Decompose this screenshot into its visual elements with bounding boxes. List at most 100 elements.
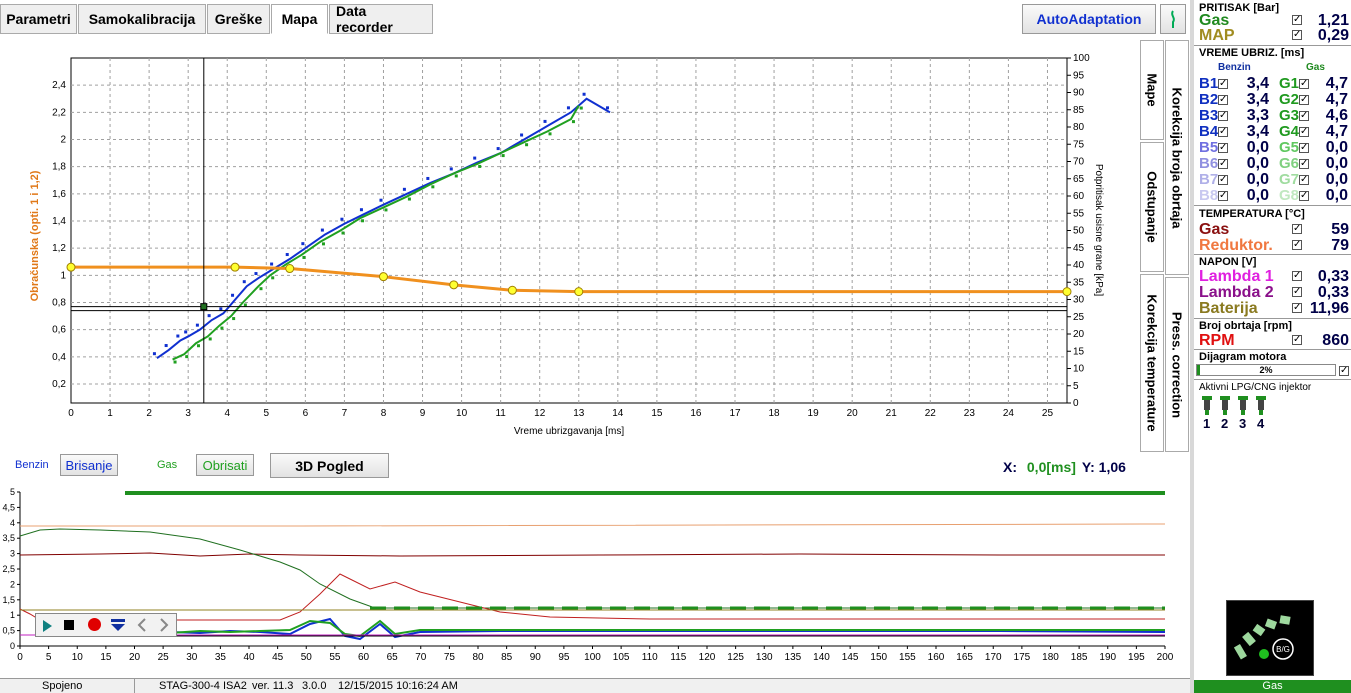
pressure-title: PRITISAK [Bar] <box>1199 2 1280 14</box>
obracunska-point <box>230 262 240 272</box>
temp-gas-checkbox[interactable]: ✓ <box>1292 223 1302 234</box>
series-point-gas <box>407 197 411 201</box>
tab-odstupanje[interactable]: Odstupanje <box>1140 142 1164 272</box>
rec-x-tick-label: 85 <box>501 652 513 663</box>
map-xlabel: Vreme ubrizgavanja [ms] <box>514 426 624 437</box>
rpm-checkbox[interactable]: ✓ <box>1292 334 1302 345</box>
benzin-injector-checkbox[interactable]: ✓ <box>1218 158 1228 169</box>
y-right-tick-label: 100 <box>1073 53 1090 64</box>
benzin-injector-checkbox[interactable]: ✓ <box>1218 110 1228 121</box>
series-point-benzin <box>359 208 363 212</box>
map-ylabel-left: Obračunska (opti. 1 i 1,2) <box>29 170 41 301</box>
tab-samokalibracija[interactable]: Samokalibracija <box>78 4 206 34</box>
rec-x-tick-label: 140 <box>813 652 830 663</box>
y-right-tick-label: 90 <box>1073 88 1085 99</box>
tab-greske[interactable]: Greške <box>207 4 270 34</box>
lambda1-checkbox[interactable]: ✓ <box>1292 270 1302 281</box>
reduktor-checkbox[interactable]: ✓ <box>1292 239 1302 250</box>
lambda2-checkbox[interactable]: ✓ <box>1292 286 1302 297</box>
record-button[interactable] <box>88 618 101 631</box>
x-tick-label: 9 <box>420 408 426 419</box>
benzin-injector-value: 3,4 <box>1246 91 1269 108</box>
injector-icon <box>1236 396 1250 419</box>
play-icon <box>43 620 52 632</box>
save-recording-button[interactable] <box>110 617 126 636</box>
map-chart[interactable]: 0,20,40,60,811,21,41,61,822,22,4 0510152… <box>0 40 1138 452</box>
benzin-injector-label: B3 <box>1199 107 1219 124</box>
benzin-injector-checkbox[interactable]: ✓ <box>1218 174 1228 185</box>
gas-clear-button[interactable]: Obrisati <box>196 454 254 476</box>
series-point-benzin <box>520 133 524 137</box>
rec-x-tick-label: 60 <box>358 652 370 663</box>
x-tick-label: 17 <box>729 408 741 419</box>
map-ylabel-right: Potpritisak usisne grane [kPa] <box>1093 164 1104 297</box>
gas-injector-checkbox[interactable]: ✓ <box>1299 126 1309 137</box>
tab-data-recorder[interactable]: Data recorder <box>329 3 433 35</box>
tab-korekcija-obrtaja[interactable]: Korekcija broja obrtaja <box>1165 40 1189 275</box>
gas-injector-checkbox[interactable]: ✓ <box>1299 158 1309 169</box>
auto-adaptation-button[interactable]: AutoAdaptation <box>1022 4 1156 34</box>
tab-korekcija-temperature[interactable]: Korekcija temperature <box>1140 274 1164 452</box>
gas-injector-checkbox[interactable]: ✓ <box>1299 78 1309 89</box>
gas-injector-checkbox[interactable]: ✓ <box>1299 190 1309 201</box>
benzin-label: Benzin <box>15 459 49 471</box>
gas-injector-checkbox[interactable]: ✓ <box>1299 94 1309 105</box>
recorder-chart[interactable]: 0 5 10 15 20 25 30 35 40 45 50 55 60 65 70 75 80 85 90 95 10… <box>0 484 1190 679</box>
next-button[interactable] <box>158 617 170 636</box>
x-tick-label: 19 <box>808 408 820 419</box>
y-right-tick-label: 5 <box>1073 381 1079 392</box>
series-point-gas <box>361 219 365 223</box>
series-point-benzin <box>270 262 274 266</box>
y-right-tick-label: 50 <box>1073 226 1085 237</box>
x-tick-label: 5 <box>264 408 270 419</box>
tab-parametri[interactable]: Parametri <box>0 4 77 34</box>
stop-button[interactable] <box>64 620 74 630</box>
baterija-value: 11,96 <box>1309 300 1349 317</box>
rec-x-tick-label: 80 <box>472 652 484 663</box>
gas-injector-label: G4 <box>1279 123 1300 140</box>
view-3d-button[interactable]: 3D Pogled <box>270 453 389 478</box>
x-tick-label: 7 <box>342 408 348 419</box>
benzin-injector-checkbox[interactable]: ✓ <box>1218 190 1228 201</box>
prev-button[interactable] <box>136 617 148 636</box>
rec-x-tick-label: 185 <box>1071 652 1088 663</box>
series-point-benzin <box>195 323 199 327</box>
series-point-benzin <box>254 272 258 276</box>
status-datetime: 12/15/2015 10:16:24 AM <box>338 680 458 692</box>
play-button[interactable] <box>40 618 54 637</box>
injector-number: 3 <box>1239 416 1247 431</box>
series-point-benzin <box>285 253 289 257</box>
benzin-injector-checkbox[interactable]: ✓ <box>1218 94 1228 105</box>
benzin-injector-value: 3,3 <box>1246 107 1269 124</box>
pressure-gas-checkbox[interactable]: ✓ <box>1292 14 1302 25</box>
fuel-gauge-icon <box>1233 615 1294 660</box>
rec-y-tick-label: 3 <box>10 549 15 559</box>
y-right-tick-label: 20 <box>1073 329 1085 340</box>
series-point-benzin <box>449 167 453 171</box>
gas-injector-label: G7 <box>1279 171 1300 188</box>
tab-mapa[interactable]: Mapa <box>271 4 328 34</box>
pin-button[interactable] <box>1160 4 1186 34</box>
injector-number: 1 <box>1203 416 1211 431</box>
panel-splitter[interactable] <box>1190 0 1194 693</box>
x-tick-label: 0 <box>68 408 74 419</box>
benzin-injector-checkbox[interactable]: ✓ <box>1218 78 1228 89</box>
divider <box>1194 254 1351 255</box>
injector-icon <box>1218 396 1232 419</box>
gas-injector-checkbox[interactable]: ✓ <box>1299 110 1309 121</box>
benzin-injector-checkbox[interactable]: ✓ <box>1218 126 1228 137</box>
tab-mape[interactable]: Mape <box>1140 40 1164 140</box>
lambda1-value: 0,33 <box>1317 268 1349 285</box>
gas-injector-checkbox[interactable]: ✓ <box>1299 142 1309 153</box>
benzin-clear-button[interactable]: Brisanje <box>60 454 118 476</box>
map-checkbox[interactable]: ✓ <box>1292 29 1302 40</box>
tab-press-correction[interactable]: Press. correction <box>1165 277 1189 452</box>
diagram-checkbox[interactable]: ✓ <box>1339 365 1349 376</box>
rec-y-tick-label: 0 <box>10 641 15 651</box>
baterija-checkbox[interactable]: ✓ <box>1292 302 1302 313</box>
y-right-tick-label: 95 <box>1073 70 1085 81</box>
gas-injector-label: G8 <box>1279 187 1300 204</box>
benzin-injector-checkbox[interactable]: ✓ <box>1218 142 1228 153</box>
gas-injector-checkbox[interactable]: ✓ <box>1299 174 1309 185</box>
trace-temp-gas <box>19 552 1165 557</box>
